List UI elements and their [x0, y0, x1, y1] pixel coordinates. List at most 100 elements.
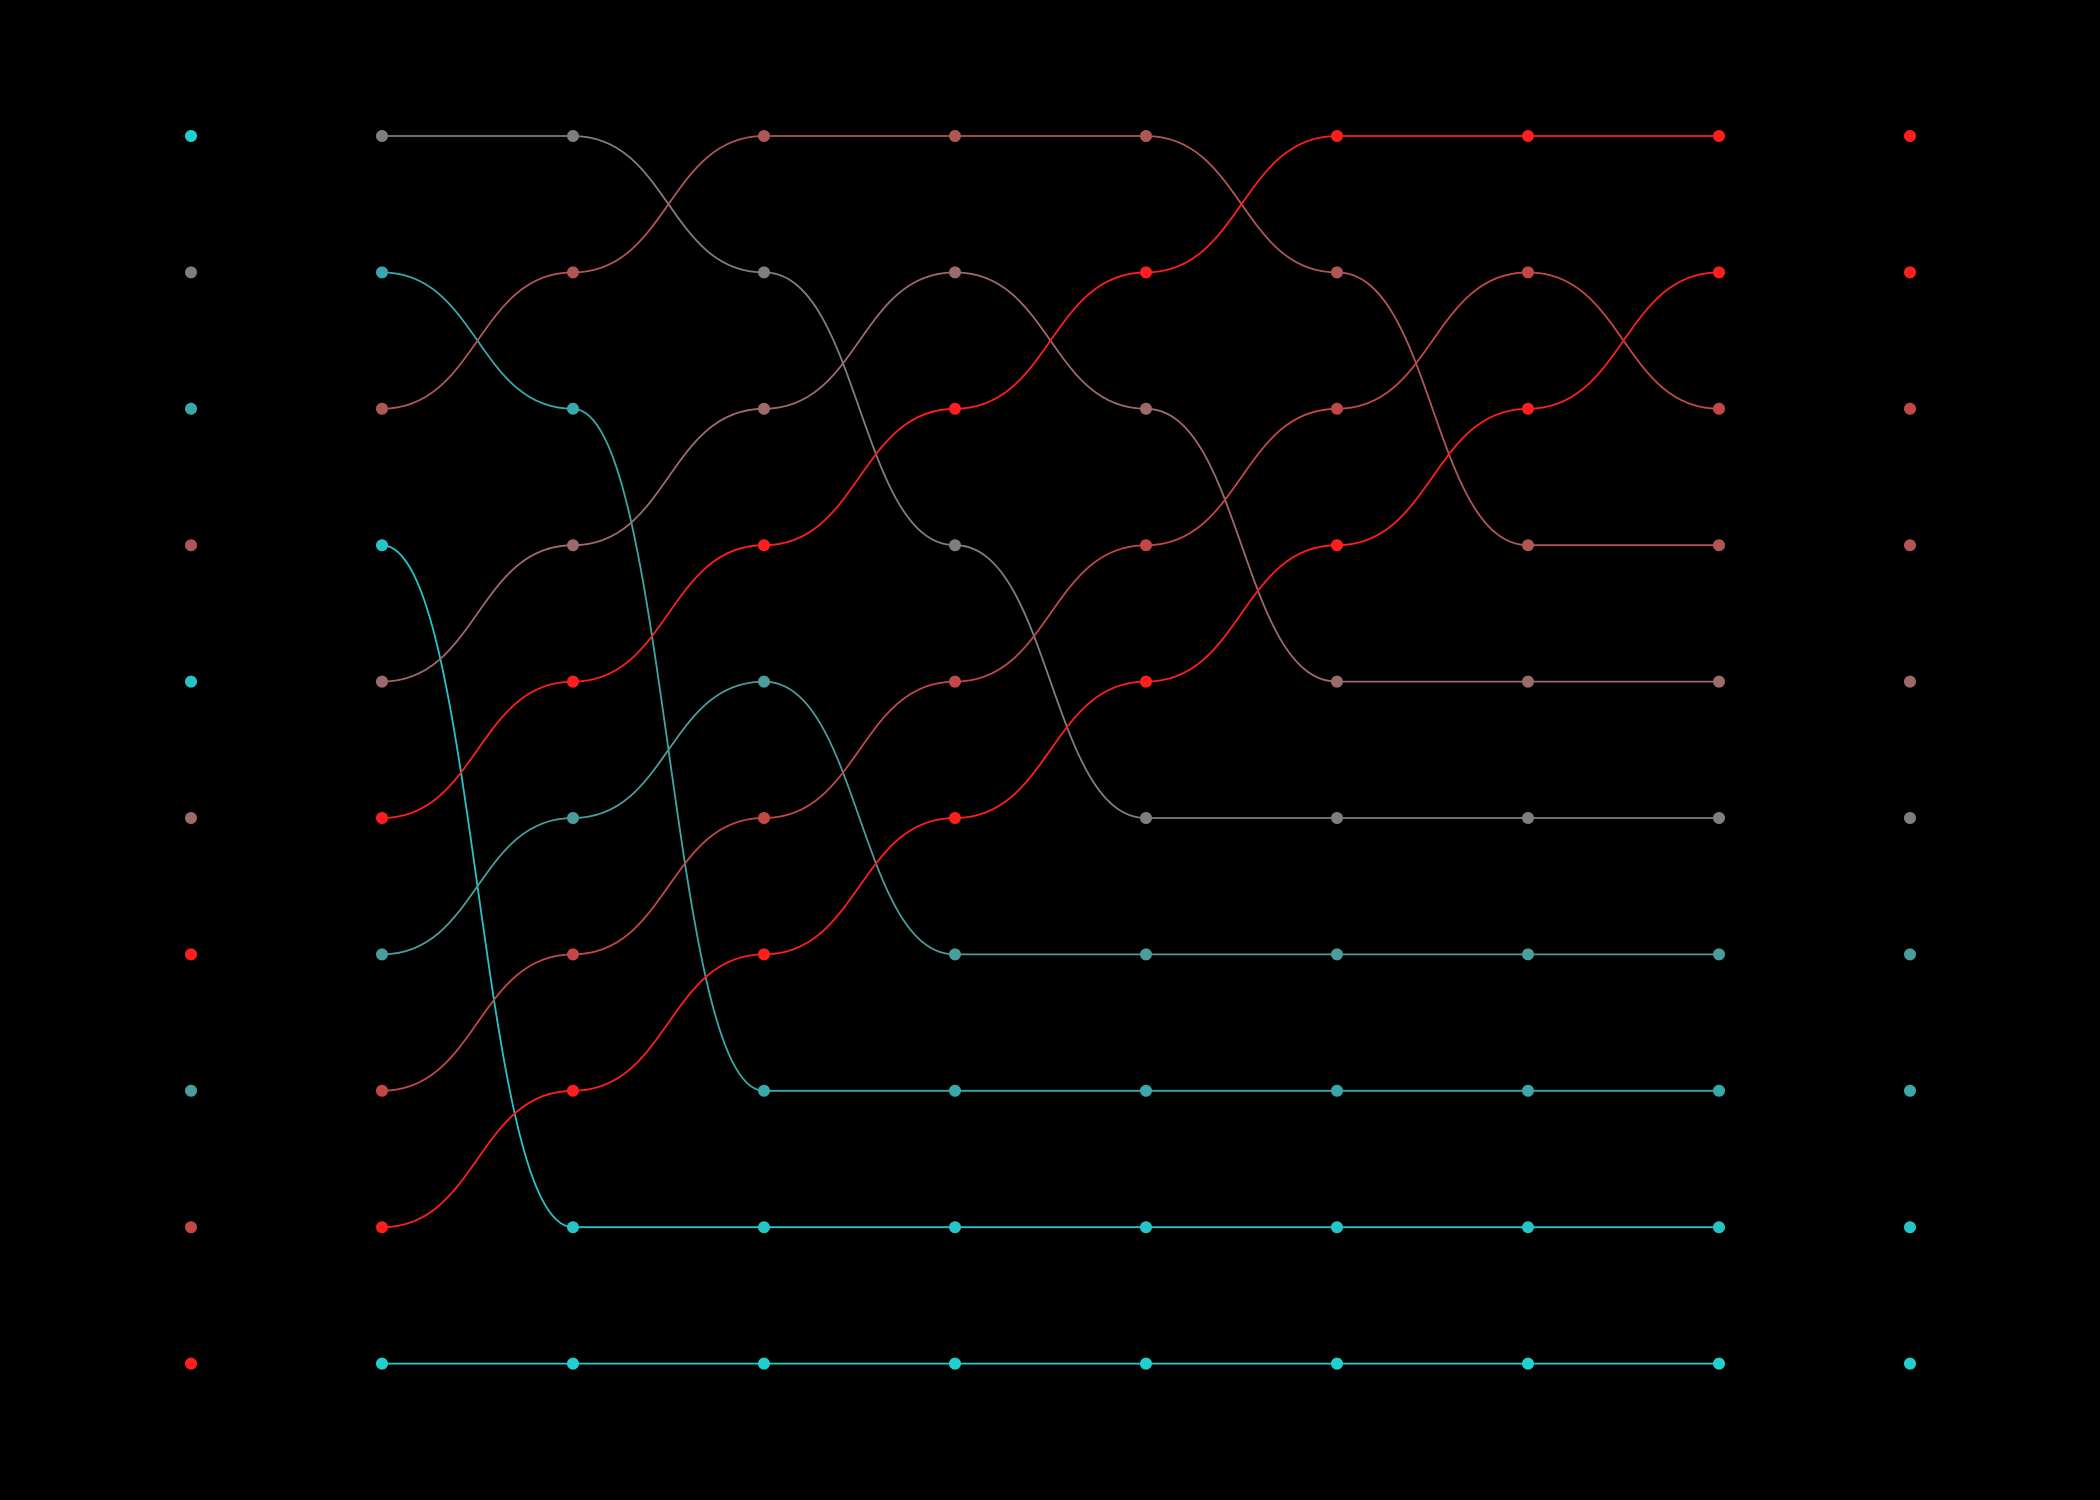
trajectory-curve — [381, 271, 1720, 1092]
input-node — [185, 266, 197, 279]
stage-node — [1713, 266, 1725, 279]
stage-node — [1140, 266, 1152, 279]
output-node — [1904, 948, 1916, 961]
stage-node — [1331, 948, 1343, 961]
stage-node — [1713, 1084, 1725, 1097]
input-node — [185, 812, 197, 824]
trajectory-curve — [381, 271, 1719, 683]
input-node — [185, 1084, 197, 1097]
stage-node — [1140, 1221, 1152, 1234]
input-node — [185, 402, 197, 415]
stage-node — [758, 1084, 770, 1097]
stage-node — [949, 1221, 961, 1234]
stage-node — [1713, 130, 1725, 142]
stage-node — [1522, 130, 1534, 142]
stage-node — [758, 539, 770, 552]
stage-node — [949, 539, 961, 552]
stage-node — [1331, 1221, 1343, 1234]
stage-node — [1140, 675, 1152, 688]
input-node — [185, 539, 197, 552]
stage-node — [949, 948, 961, 961]
stage-node — [949, 675, 961, 688]
stage-node — [567, 948, 579, 961]
output-node — [1904, 539, 1916, 552]
output-node — [1904, 675, 1916, 688]
trajectory-curve — [381, 135, 1719, 819]
trajectory-curve — [381, 271, 1719, 1092]
stage-node — [758, 675, 770, 688]
output-node — [1904, 402, 1916, 415]
stage-node — [567, 812, 579, 824]
stage-node — [1140, 402, 1152, 415]
stage-node — [376, 1084, 388, 1097]
stage-node — [949, 402, 961, 415]
stage-node — [758, 1357, 770, 1370]
stage-node — [758, 948, 770, 961]
output-node — [1904, 266, 1916, 279]
stage-node — [949, 130, 961, 142]
stage-node — [376, 812, 388, 824]
stage-node — [1140, 539, 1152, 552]
input-node — [185, 948, 197, 961]
stage-node — [376, 266, 388, 279]
trajectory-curve — [381, 680, 1719, 956]
stage-node — [1713, 1221, 1725, 1234]
stage-node — [1331, 402, 1343, 415]
input-node — [185, 675, 197, 688]
stage-node — [1522, 948, 1534, 961]
output-node — [1904, 130, 1916, 142]
dot-layer — [185, 130, 1916, 1370]
output-node — [1904, 1357, 1916, 1370]
stage-node — [567, 675, 579, 688]
stage-node — [1522, 539, 1534, 552]
stage-node — [1140, 1357, 1152, 1370]
stage-node — [1522, 675, 1534, 688]
stage-node — [1713, 539, 1725, 552]
stage-node — [567, 1084, 579, 1097]
output-node — [1904, 1084, 1916, 1097]
stage-node — [1331, 812, 1343, 824]
stage-node — [376, 948, 388, 961]
stage-node — [758, 266, 770, 279]
stage-node — [1331, 266, 1343, 279]
input-node — [185, 1221, 197, 1234]
input-node — [185, 1357, 197, 1370]
stage-node — [1713, 948, 1725, 961]
stage-node — [567, 1221, 579, 1234]
stage-node — [567, 130, 579, 142]
stage-node — [376, 402, 388, 415]
stage-node — [1140, 812, 1152, 824]
input-node — [185, 130, 197, 142]
stage-node — [949, 1357, 961, 1370]
stage-node — [1713, 675, 1725, 688]
trajectory-curve — [381, 271, 1720, 1229]
stage-node — [1522, 1357, 1534, 1370]
stage-node — [758, 402, 770, 415]
stage-node — [567, 539, 579, 552]
stage-node — [376, 539, 388, 552]
stage-node — [567, 266, 579, 279]
stage-node — [376, 1221, 388, 1234]
stage-node — [1140, 130, 1152, 142]
stage-node — [1522, 812, 1534, 824]
stage-node — [949, 812, 961, 824]
stage-node — [1331, 675, 1343, 688]
stage-node — [1522, 266, 1534, 279]
stage-node — [758, 130, 770, 142]
stage-node — [567, 402, 579, 415]
stage-node — [1140, 1084, 1152, 1097]
stage-node — [758, 1221, 770, 1234]
stage-node — [758, 812, 770, 824]
stage-node — [1713, 402, 1725, 415]
stage-node — [1522, 1221, 1534, 1234]
stage-node — [1331, 1357, 1343, 1370]
stage-node — [1713, 812, 1725, 824]
stage-node — [1331, 539, 1343, 552]
stage-node — [1522, 402, 1534, 415]
stage-node — [1522, 1084, 1534, 1097]
stage-node — [949, 1084, 961, 1097]
stage-node — [1331, 130, 1343, 142]
stage-node — [1331, 1084, 1343, 1097]
stage-node — [949, 266, 961, 279]
output-node — [1904, 1221, 1916, 1234]
